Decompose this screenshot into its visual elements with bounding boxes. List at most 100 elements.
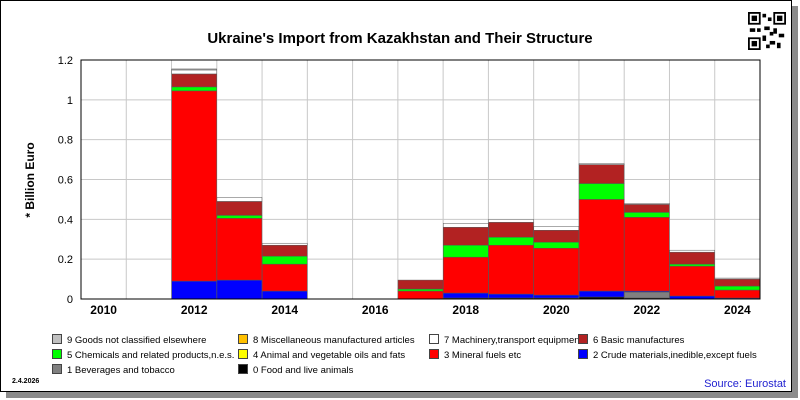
frame-shadow-bottom bbox=[6, 392, 798, 398]
bar-stack-2022 bbox=[624, 203, 670, 300]
legend-label: 0 Food and live animals bbox=[253, 365, 354, 376]
chart-title: Ukraine's Import from Kazakhstan and The… bbox=[207, 30, 593, 47]
bar-segment-2017-5 bbox=[397, 288, 444, 292]
bar-segment-2023-6 bbox=[669, 251, 715, 265]
bar-segment-2022-6 bbox=[624, 204, 670, 213]
qr-code-icon bbox=[748, 12, 786, 50]
bar-segment-2013-3 bbox=[216, 218, 263, 281]
frame-shadow-right bbox=[792, 6, 798, 398]
bar-segment-2021-2 bbox=[578, 290, 625, 298]
legend-item: 6 Basic manufactures bbox=[578, 334, 684, 346]
legend-label: 5 Chemicals and related products,n.e.s. bbox=[67, 350, 235, 361]
legend-swatch bbox=[52, 364, 62, 374]
bar-segment-2012-7 bbox=[171, 69, 217, 75]
bar-segment-2023-5 bbox=[669, 263, 715, 267]
legend-swatch bbox=[578, 349, 588, 359]
source-link[interactable]: Source: Eurostat bbox=[704, 378, 786, 390]
bar-stack-2013 bbox=[216, 197, 263, 300]
x-tick-label: 2010 bbox=[90, 303, 117, 317]
bar-stack-2017 bbox=[397, 279, 444, 300]
legend-item: 4 Animal and vegetable oils and fats bbox=[238, 349, 405, 361]
bar-segment-2012-9 bbox=[171, 68, 217, 71]
y-axis-label: * Billion Euro bbox=[23, 142, 37, 217]
x-tick-label: 2014 bbox=[271, 303, 298, 317]
bar-stack-2023 bbox=[669, 249, 715, 300]
bar-segment-2024-7 bbox=[714, 277, 761, 280]
legend-item: 7 Machinery,transport equipment bbox=[429, 334, 582, 346]
bar-segment-2013-7 bbox=[216, 197, 263, 202]
plot-border bbox=[80, 59, 761, 300]
y-tick-label: 0.6 bbox=[58, 175, 73, 187]
bar-stack-2012 bbox=[171, 68, 217, 300]
legend-item: 5 Chemicals and related products,n.e.s. bbox=[52, 349, 234, 361]
bar-segment-2017-6 bbox=[397, 279, 444, 290]
legend-swatch bbox=[52, 349, 62, 359]
legend-item: 1 Beverages and tobacco bbox=[52, 364, 175, 376]
legend-item: 9 Goods not classified elsewhere bbox=[52, 334, 206, 346]
bar-stack-2019 bbox=[488, 219, 534, 300]
legend-label: 7 Machinery,transport equipment bbox=[444, 335, 583, 346]
bar-segment-2018-6 bbox=[443, 227, 489, 246]
bar-segment-2012-6 bbox=[171, 73, 217, 88]
bar-segment-2020-6 bbox=[533, 230, 580, 243]
x-tick-label: 2022 bbox=[633, 303, 660, 317]
bar-stack-2018 bbox=[443, 223, 489, 300]
bar-segment-2014-3 bbox=[261, 263, 308, 292]
bar-segment-2018-2 bbox=[443, 292, 489, 299]
axes: 0 0.2 0.4 0.6 0.8 1 1.2 2010 2012 2014 2016 2018 202… bbox=[58, 55, 761, 317]
legend-item: 3 Mineral fuels etc bbox=[429, 349, 521, 361]
y-tick-label: 0 bbox=[67, 294, 73, 306]
bar-segment-2014-5 bbox=[261, 255, 308, 265]
x-tick-label: 2018 bbox=[452, 303, 479, 317]
bar-segment-2024-5 bbox=[714, 285, 761, 291]
bar-segment-2023-7 bbox=[669, 249, 715, 253]
bar-stacks bbox=[171, 68, 761, 300]
y-tick-label: 0.4 bbox=[58, 214, 73, 226]
bar-segment-2020-7 bbox=[533, 226, 580, 231]
legend-label: 4 Animal and vegetable oils and fats bbox=[253, 350, 406, 361]
bar-segment-2014-6 bbox=[261, 244, 308, 257]
bar-segment-2021-7 bbox=[578, 163, 625, 165]
legend-swatch bbox=[578, 334, 588, 344]
legend-swatch bbox=[238, 349, 248, 359]
y-tick-label: 0.2 bbox=[58, 254, 73, 266]
bar-stack-2021 bbox=[578, 163, 625, 300]
bar-segment-2012-5 bbox=[171, 86, 217, 92]
x-tick-label: 2016 bbox=[362, 303, 389, 317]
bar-segment-2018-3 bbox=[443, 256, 489, 294]
bar-segment-2019-2 bbox=[488, 293, 534, 299]
bar-segment-2013-6 bbox=[216, 201, 263, 216]
bar-stack-2014 bbox=[261, 242, 308, 300]
x-tick-label: 2020 bbox=[543, 303, 570, 317]
y-tick-label: 0.8 bbox=[58, 135, 73, 147]
bar-segment-2019-7 bbox=[488, 219, 534, 223]
x-tick-label: 2012 bbox=[181, 303, 208, 317]
legend-swatch bbox=[238, 334, 248, 344]
bar-segment-2013-2 bbox=[216, 279, 263, 300]
bar-segment-2019-5 bbox=[488, 237, 534, 246]
bar-segment-2022-7 bbox=[624, 203, 670, 205]
bar-segment-2021-3 bbox=[578, 199, 625, 292]
legend-label: 8 Miscellaneous manufactured articles bbox=[253, 335, 415, 346]
bar-segment-2022-5 bbox=[624, 212, 670, 218]
bar-segment-2021-6 bbox=[578, 164, 625, 184]
bar-segment-2021-5 bbox=[578, 183, 625, 200]
legend-swatch bbox=[52, 334, 62, 344]
bar-stack-2024 bbox=[714, 277, 761, 300]
x-tick-label: 2024 bbox=[724, 303, 751, 317]
legend-label: 3 Mineral fuels etc bbox=[444, 350, 522, 361]
legend-label: 2 Crude materials,inedible,except fuels bbox=[593, 350, 757, 361]
bar-segment-2012-2 bbox=[171, 280, 217, 300]
legend-label: 6 Basic manufactures bbox=[593, 335, 685, 346]
bar-segment-2023-3 bbox=[669, 265, 715, 297]
bar-segment-2018-5 bbox=[443, 244, 489, 258]
legend-label: 9 Goods not classified elsewhere bbox=[67, 335, 207, 346]
bar-segment-2017-3 bbox=[397, 290, 444, 300]
legend-item: 2 Crude materials,inedible,except fuels bbox=[578, 349, 757, 361]
bar-stack-2020 bbox=[533, 226, 580, 300]
date-label: 2.4.2026 bbox=[12, 378, 40, 385]
legend-swatch bbox=[429, 349, 439, 359]
bar-segment-2020-2 bbox=[533, 294, 580, 299]
bar-segment-2012-3 bbox=[171, 90, 217, 282]
bar-segment-2014-2 bbox=[261, 290, 308, 300]
